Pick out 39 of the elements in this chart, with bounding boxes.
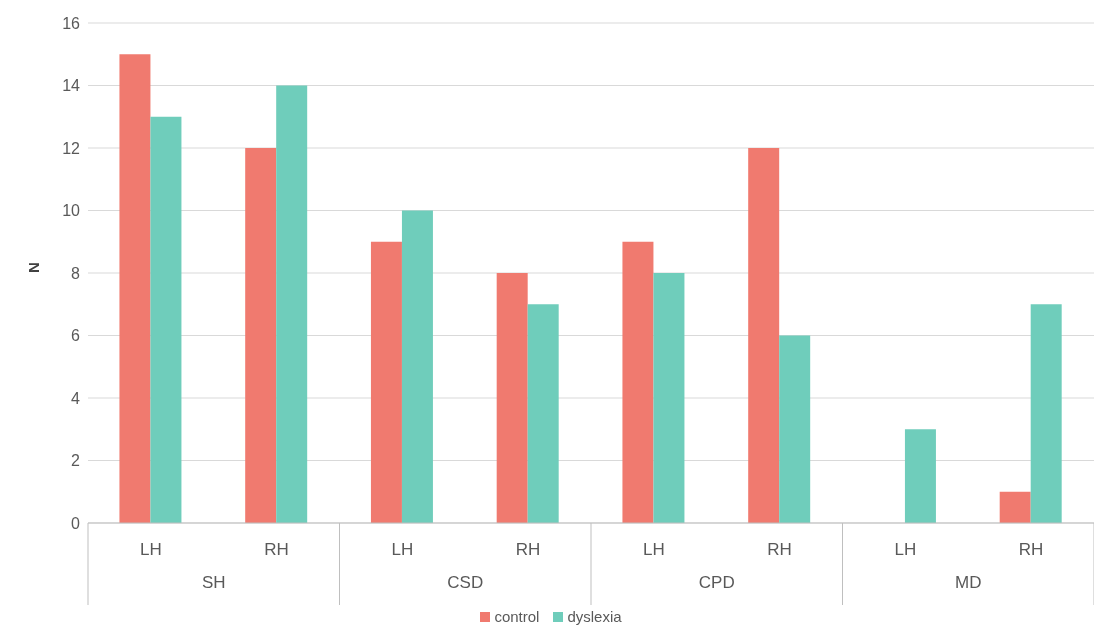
text: SH bbox=[201, 573, 226, 592]
y-tick-label: 16 bbox=[62, 14, 81, 32]
bar bbox=[276, 85, 308, 523]
y-tick-label: 0 bbox=[71, 514, 81, 532]
text: CPD bbox=[698, 573, 735, 592]
y-tick-label: 4 bbox=[71, 389, 81, 407]
bar bbox=[904, 429, 936, 523]
text: CSD bbox=[447, 573, 484, 592]
bar bbox=[401, 210, 433, 523]
x-tick-label: LH bbox=[894, 540, 917, 560]
bar bbox=[748, 148, 780, 523]
legend-label: dyslexia bbox=[567, 608, 622, 625]
y-tick-label: 8 bbox=[71, 264, 81, 282]
x-tick-label: LH bbox=[391, 540, 414, 560]
bar bbox=[370, 241, 402, 523]
bar bbox=[527, 304, 559, 523]
bar bbox=[999, 491, 1031, 523]
y-tick-label: 2 bbox=[71, 452, 81, 470]
bar bbox=[779, 335, 811, 523]
x-tick-label: RH bbox=[1018, 540, 1044, 560]
legend-label: control bbox=[494, 608, 540, 625]
x-tick-label: RH bbox=[515, 540, 541, 560]
bar bbox=[1030, 304, 1062, 523]
bar bbox=[119, 54, 151, 523]
x-tick-label: LH bbox=[643, 540, 665, 560]
bar bbox=[150, 116, 182, 523]
x-tick-label: RH bbox=[767, 540, 792, 560]
y-axis-title: N bbox=[25, 262, 43, 273]
x-tick-label: LH bbox=[140, 540, 162, 560]
x-tick-label: RH bbox=[264, 540, 289, 560]
y-tick-label: 10 bbox=[62, 202, 81, 220]
y-tick-label: 6 bbox=[71, 327, 81, 345]
bar bbox=[496, 273, 528, 523]
text: MD bbox=[955, 573, 982, 592]
bar bbox=[245, 148, 277, 523]
bar bbox=[622, 241, 654, 523]
bar bbox=[653, 273, 685, 523]
y-tick-label: 14 bbox=[62, 77, 81, 95]
y-tick-label: 12 bbox=[62, 139, 81, 157]
